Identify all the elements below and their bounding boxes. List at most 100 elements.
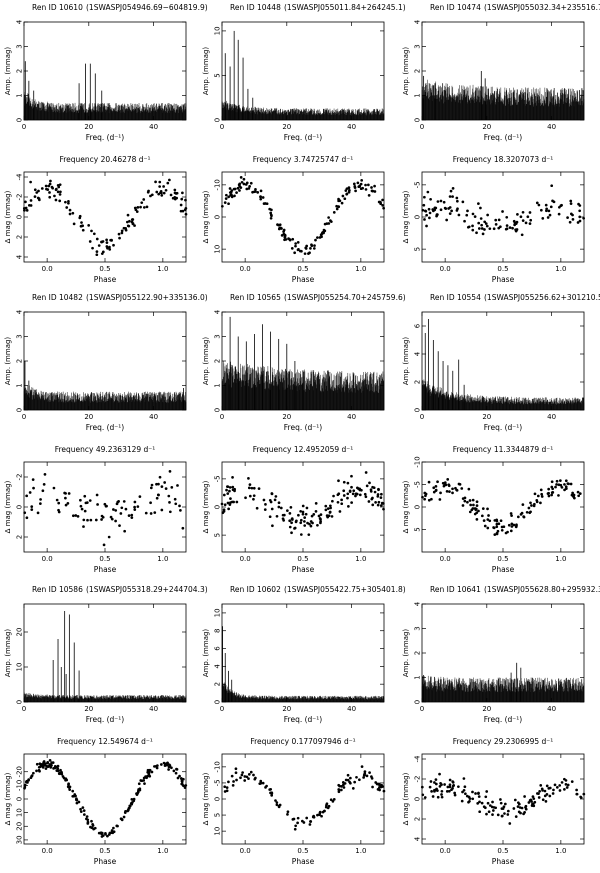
- data-point: [67, 201, 70, 205]
- data-point: [432, 490, 436, 494]
- data-point: [168, 765, 172, 768]
- y-tick-label: -5: [214, 779, 222, 786]
- data-point: [468, 510, 472, 514]
- data-point: [222, 510, 226, 513]
- y-tick-label: 20: [16, 822, 24, 831]
- data-point: [509, 529, 513, 533]
- data-point: [468, 499, 472, 502]
- x-tick-label: 0.5: [297, 847, 308, 855]
- y-tick-label: 3: [414, 44, 422, 48]
- y-tick-label: -2: [16, 194, 24, 201]
- data-point: [149, 501, 152, 505]
- data-point: [377, 500, 381, 504]
- data-point: [38, 762, 42, 766]
- panel-1: Ren ID 10610 (1SWASPJ054946.69−604819.9) 0…: [4, 3, 208, 284]
- data-point: [337, 479, 340, 483]
- data-point: [434, 778, 438, 781]
- data-point: [457, 482, 461, 486]
- data-point: [326, 507, 330, 511]
- periodogram-noise: [421, 675, 585, 702]
- lightcurve: Frequency 11.3344879 d⁻¹ -10 -5 0 5 0.0 0.5 1.0…: [402, 445, 585, 574]
- y-axis-label: Amp. (mmag): [402, 47, 410, 96]
- data-point: [79, 810, 83, 814]
- panel-3: Ren ID 10474 (1SWASPJ055032.34+235516.7) 0…: [402, 3, 600, 284]
- data-point: [78, 216, 82, 220]
- data-point: [423, 195, 426, 199]
- data-point: [139, 205, 142, 209]
- data-point: [259, 195, 262, 198]
- y-tick-label: 2: [16, 535, 24, 539]
- star-id-label: Ren ID 10554: [430, 293, 481, 302]
- data-point: [140, 201, 144, 205]
- data-point: [150, 483, 154, 487]
- data-point: [553, 783, 557, 787]
- data-point: [64, 778, 67, 782]
- y-tick-label: 0: [414, 118, 422, 122]
- data-point: [530, 504, 533, 507]
- data-point: [480, 514, 484, 518]
- data-point: [427, 498, 431, 502]
- data-point: [382, 507, 385, 511]
- data-point: [365, 484, 369, 488]
- data-point: [479, 217, 483, 220]
- x-tick-label: 1.0: [555, 555, 566, 563]
- data-point: [37, 189, 40, 193]
- data-point: [80, 224, 84, 228]
- data-point: [353, 780, 357, 784]
- data-point: [90, 229, 93, 233]
- data-point: [110, 517, 114, 521]
- data-point: [499, 519, 503, 523]
- data-point: [323, 222, 327, 226]
- x-axis-label: Phase: [94, 565, 117, 574]
- data-point: [371, 503, 375, 507]
- data-point: [57, 508, 60, 512]
- data-point: [227, 202, 230, 206]
- data-point: [548, 794, 552, 798]
- data-point: [321, 810, 325, 814]
- data-point: [145, 205, 149, 209]
- data-point: [277, 804, 281, 808]
- data-point: [527, 506, 531, 510]
- data-point: [275, 801, 279, 804]
- data-point: [154, 180, 157, 184]
- data-point: [551, 792, 555, 795]
- data-point: [463, 785, 467, 789]
- y-tick-label: 0: [214, 215, 222, 219]
- data-point: [536, 494, 540, 498]
- data-point: [495, 525, 499, 529]
- data-point: [560, 485, 564, 489]
- data-point: [497, 218, 501, 222]
- x-tick-label: 20: [84, 705, 93, 713]
- data-point: [105, 241, 109, 244]
- periodogram-frame: [221, 603, 385, 703]
- x-tick-label: 1.0: [355, 265, 366, 273]
- data-point: [571, 491, 574, 495]
- data-point: [551, 491, 555, 494]
- x-tick-label: 20: [84, 123, 93, 131]
- data-point: [517, 802, 521, 806]
- data-point: [259, 782, 262, 785]
- data-point: [555, 479, 559, 483]
- data-point: [150, 770, 154, 774]
- data-point: [465, 213, 469, 217]
- x-axis-label: Freq. (d⁻¹): [484, 715, 522, 724]
- y-tick-label: 4: [16, 19, 24, 24]
- data-point: [436, 480, 439, 484]
- data-point: [259, 189, 263, 193]
- data-point: [71, 514, 75, 518]
- data-point: [435, 787, 438, 791]
- data-point: [515, 220, 519, 224]
- data-point: [425, 213, 428, 217]
- data-point: [149, 486, 153, 490]
- data-point: [79, 498, 82, 502]
- data-point: [33, 188, 37, 192]
- data-point: [502, 805, 506, 809]
- data-point: [269, 213, 273, 217]
- data-point: [480, 227, 484, 230]
- data-point: [343, 197, 347, 201]
- data-point: [519, 215, 523, 219]
- wasp-id-label: (1SWASPJ055254.70+245759.6): [284, 293, 406, 302]
- data-point: [128, 804, 132, 808]
- frequency-title: Frequency 18.3207073 d⁻¹: [453, 155, 554, 164]
